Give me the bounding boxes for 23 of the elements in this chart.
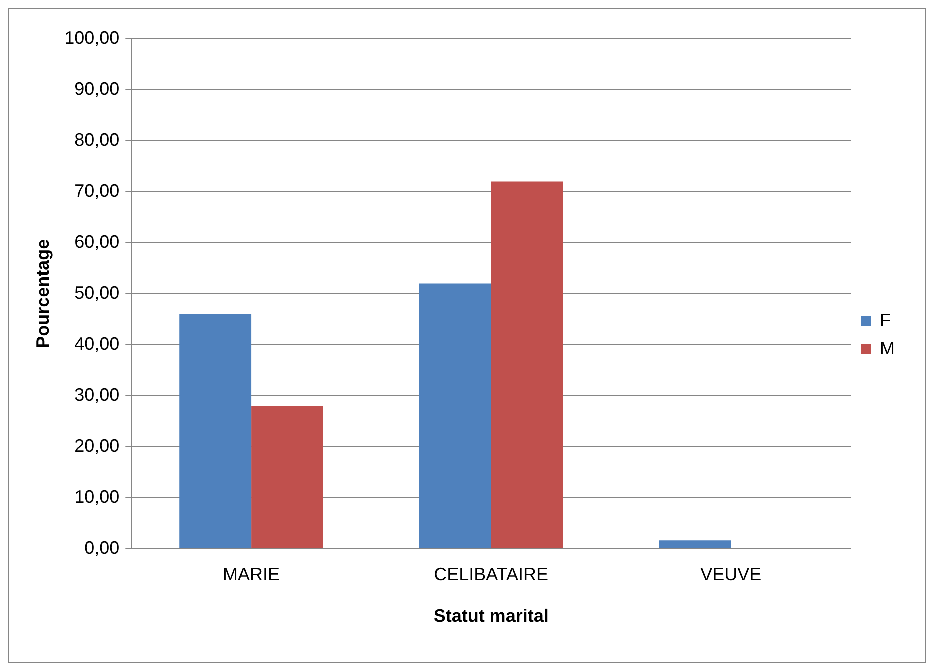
y-tick-label: 0,00 xyxy=(84,538,120,558)
y-tick-label: 40,00 xyxy=(74,334,120,354)
y-tick-label: 60,00 xyxy=(74,232,120,252)
y-tick-label: 30,00 xyxy=(74,384,120,405)
bar xyxy=(491,182,564,548)
x-tick-label: CELIBATAIRE xyxy=(434,564,549,585)
x-tick-label: MARIE xyxy=(223,564,280,585)
bar xyxy=(180,314,252,548)
y-tick-label: 80,00 xyxy=(74,130,120,150)
y-tick-label: 90,00 xyxy=(74,78,120,99)
y-tick-label: 10,00 xyxy=(74,486,120,507)
y-tick-label: 50,00 xyxy=(74,282,120,303)
bar xyxy=(252,406,324,548)
bar xyxy=(419,284,492,548)
legend-label: M xyxy=(880,338,896,358)
x-tick-label: VEUVE xyxy=(700,564,762,585)
bar xyxy=(659,540,732,548)
legend-label: F xyxy=(880,310,892,330)
y-tick-label: 70,00 xyxy=(74,180,120,201)
x-axis-title: Statut marital xyxy=(434,606,549,626)
y-tick-label: 100,00 xyxy=(64,28,120,48)
y-tick-label: 20,00 xyxy=(74,436,120,456)
y-axis-title: Pourcentage xyxy=(32,239,53,348)
